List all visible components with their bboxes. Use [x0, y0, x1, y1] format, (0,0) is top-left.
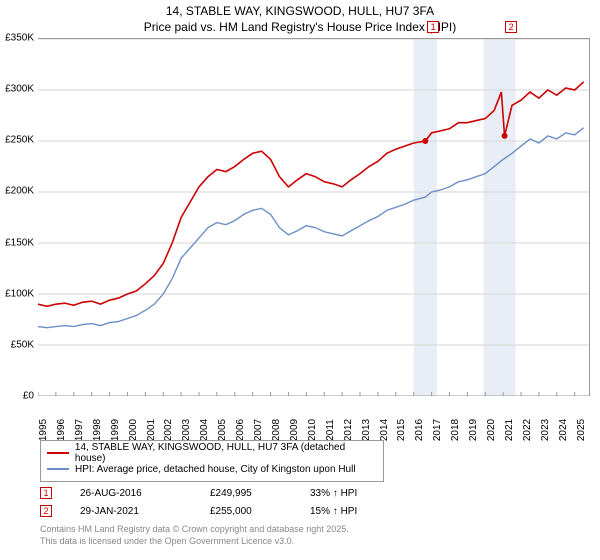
x-tick-label: 2003: [181, 419, 192, 441]
x-tick-label: 2006: [235, 419, 246, 441]
transaction-marker-1: 1: [40, 487, 52, 499]
x-axis-labels: 1995 1996 1997 1998 1999 2000 2001 2002 2003 2004…: [38, 398, 590, 440]
x-tick-label: 2001: [146, 419, 157, 441]
x-tick-label: 2015: [396, 419, 407, 441]
transaction-delta: 15% ↑ HPI: [310, 506, 357, 517]
x-tick-label: 2010: [307, 419, 318, 441]
legend-swatch: [47, 468, 69, 470]
footer-line2: This data is licensed under the Open Gov…: [40, 536, 349, 548]
legend-label: 14, STABLE WAY, KINGSWOOD, HULL, HU7 3FA…: [75, 442, 377, 464]
x-tick-label: 2005: [217, 419, 228, 441]
x-tick-label: 2019: [468, 419, 479, 441]
x-tick-label: 2007: [253, 419, 264, 441]
y-tick-label: £350K: [5, 33, 34, 44]
chart-svg: [38, 39, 589, 396]
transaction-price: £249,995: [210, 488, 310, 499]
footer-line1: Contains HM Land Registry data © Crown c…: [40, 524, 349, 536]
legend-item: 14, STABLE WAY, KINGSWOOD, HULL, HU7 3FA…: [47, 445, 377, 461]
legend-item: HPI: Average price, detached house, City…: [47, 461, 377, 477]
x-tick-label: 2018: [450, 419, 461, 441]
x-tick-label: 2011: [325, 419, 336, 441]
y-tick-label: £150K: [5, 237, 34, 248]
x-tick-label: 2013: [361, 419, 372, 441]
x-tick-label: 1995: [38, 419, 49, 441]
x-tick-label: 1996: [56, 419, 67, 441]
y-tick-label: £200K: [5, 186, 34, 197]
transaction-price: £255,000: [210, 506, 310, 517]
x-tick-label: 1999: [110, 419, 121, 441]
x-tick-label: 2002: [163, 419, 174, 441]
plot-area: 12: [38, 38, 590, 396]
x-tick-label: 2004: [199, 419, 210, 441]
data-point-marker: [502, 133, 508, 139]
chart-title-line1: 14, STABLE WAY, KINGSWOOD, HULL, HU7 3FA: [0, 4, 600, 20]
x-tick-label: 2014: [379, 419, 390, 441]
x-tick-label: 2022: [522, 419, 533, 441]
transaction-marker-2: 2: [40, 505, 52, 517]
y-tick-label: £50K: [11, 339, 34, 350]
x-tick-label: 2016: [414, 419, 425, 441]
y-tick-label: £300K: [5, 84, 34, 95]
x-tick-label: 2008: [271, 419, 282, 441]
y-tick-label: £100K: [5, 288, 34, 299]
x-tick-label: 1998: [92, 419, 103, 441]
transaction-row: 1 26-AUG-2016£249,99533% ↑ HPI: [40, 484, 357, 502]
x-tick-label: 2017: [432, 419, 443, 441]
y-tick-label: £0: [23, 391, 34, 402]
x-tick-label: 2000: [128, 419, 139, 441]
chart-container: 14, STABLE WAY, KINGSWOOD, HULL, HU7 3FA…: [0, 0, 600, 560]
transaction-date: 29-JAN-2021: [80, 506, 210, 517]
x-tick-label: 2025: [576, 419, 587, 441]
x-tick-label: 2023: [540, 419, 551, 441]
data-point-marker: [422, 138, 428, 144]
x-tick-label: 1997: [74, 419, 85, 441]
footer: Contains HM Land Registry data © Crown c…: [40, 524, 349, 547]
transaction-delta: 33% ↑ HPI: [310, 488, 357, 499]
legend-label: HPI: Average price, detached house, City…: [75, 464, 356, 475]
transaction-date: 26-AUG-2016: [80, 488, 210, 499]
chart-marker-1: 1: [427, 21, 439, 33]
y-tick-label: £250K: [5, 135, 34, 146]
highlight-band: [483, 39, 515, 396]
transaction-row: 2 29-JAN-2021£255,00015% ↑ HPI: [40, 502, 357, 520]
x-tick-label: 2009: [289, 419, 300, 441]
x-tick-label: 2020: [486, 419, 497, 441]
transactions-list: 1 26-AUG-2016£249,99533% ↑ HPI 2 29-JAN-202…: [40, 484, 357, 520]
highlight-band: [414, 39, 437, 396]
chart-marker-2: 2: [505, 21, 517, 33]
legend-swatch: [47, 452, 69, 454]
legend: 14, STABLE WAY, KINGSWOOD, HULL, HU7 3FA…: [40, 440, 384, 482]
x-tick-label: 2021: [504, 419, 515, 441]
x-tick-label: 2024: [558, 419, 569, 441]
y-axis-labels: £0£50K£100K£150K£200K£250K£300K£350K: [0, 38, 36, 396]
x-tick-label: 2012: [343, 419, 354, 441]
